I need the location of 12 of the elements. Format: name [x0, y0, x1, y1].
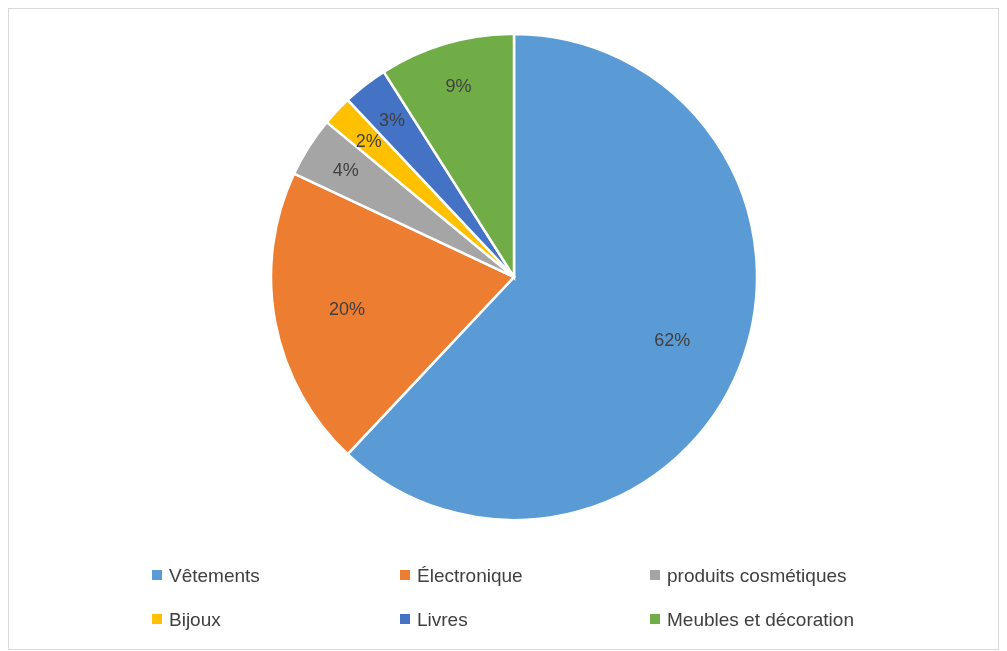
legend-label: Bijoux	[169, 608, 222, 630]
data-label: 2%	[355, 130, 382, 151]
legend-label: produits cosmétiques	[667, 564, 847, 586]
data-label: 9%	[445, 75, 472, 96]
data-label: 20%	[328, 298, 365, 319]
legend-label: Électronique	[417, 564, 523, 586]
data-label: 4%	[332, 160, 359, 181]
data-label: 3%	[378, 109, 405, 130]
data-label: 62%	[654, 329, 691, 350]
legend-label: Meubles et décoration	[667, 608, 854, 630]
legend-label: Livres	[417, 608, 468, 630]
legend-label: Vêtements	[169, 564, 260, 586]
